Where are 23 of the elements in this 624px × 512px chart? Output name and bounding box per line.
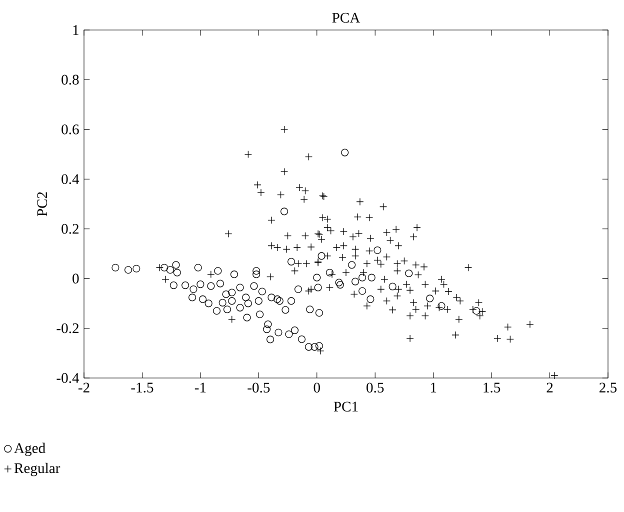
y-tick-label: 0.4 — [62, 174, 80, 184]
x-tick-label: 0 — [314, 382, 320, 393]
y-tick-label: 0.8 — [62, 74, 79, 85]
x-tick-label: -1 — [194, 382, 206, 392]
y-axis-title: PC2 — [37, 192, 48, 216]
y-tick-label: -0.4 — [56, 373, 80, 383]
chart-title: PCA — [332, 12, 360, 23]
legend-label: Regular — [14, 462, 60, 476]
x-tick-label: -1.5 — [131, 382, 154, 393]
y-tick-label: 0.6 — [62, 124, 79, 134]
y-tick-label: 1 — [73, 25, 78, 35]
x-tick-label: -2 — [78, 382, 90, 392]
x-tick-label: 1.5 — [484, 382, 500, 393]
x-tick-label: -0.5 — [248, 382, 270, 393]
x-tick-label: 2.5 — [600, 382, 617, 393]
y-tick-label: 0.2 — [62, 224, 78, 234]
y-tick-label: 0 — [72, 274, 79, 284]
x-tick-label: 1 — [430, 382, 436, 392]
x-tick-label: 0.5 — [366, 382, 384, 393]
x-tick-label: 2 — [546, 382, 553, 392]
y-tick-label: -0.2 — [56, 323, 78, 334]
legend-label: Aged — [14, 442, 46, 456]
x-axis-title: PC1 — [334, 402, 358, 412]
